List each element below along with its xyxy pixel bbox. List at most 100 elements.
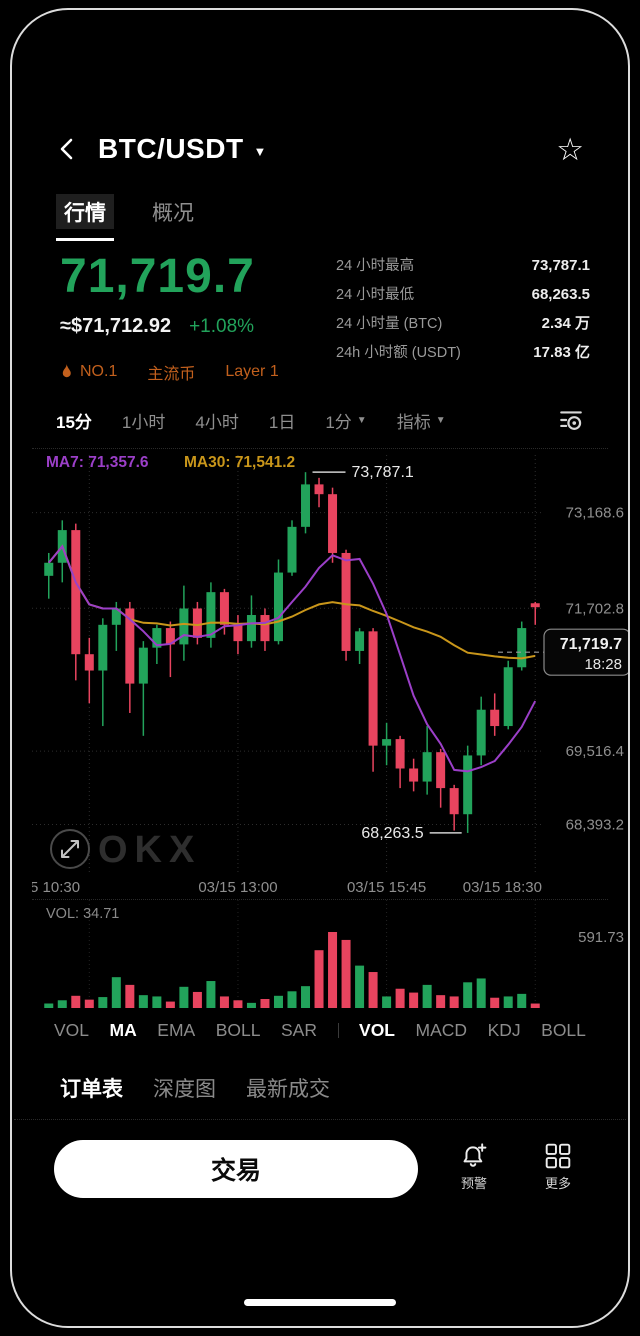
stat-label: 24 小时量 (BTC)	[336, 316, 443, 332]
stat-row-2: 24 小时量 (BTC) 2.34 万	[336, 312, 590, 333]
indicator-divider	[337, 1023, 339, 1039]
indicator-tab-ma[interactable]: MA	[109, 1020, 137, 1041]
stat-value: 17.83 亿	[533, 344, 590, 361]
change-percent: +1.08%	[189, 316, 255, 338]
stat-value: 68,263.5	[531, 286, 590, 303]
timeframe-1m-dropdown[interactable]: 1分 ▼	[325, 412, 367, 432]
chart-settings-icon	[560, 411, 582, 431]
candle	[71, 523, 81, 681]
back-button[interactable]	[56, 136, 82, 162]
market-tab-latest-trades[interactable]: 最新成交	[246, 1078, 330, 1102]
volume-bar	[273, 996, 283, 1009]
okx-watermark: OKX	[98, 829, 201, 871]
volume-bar	[409, 992, 419, 1009]
header: BTC/USDT ▼ ☆	[12, 126, 628, 172]
current-price-badge[interactable]: 71,719.7 18:28	[543, 628, 630, 677]
chevron-down-icon: ▼	[435, 414, 446, 426]
timeframe-indicators-dropdown[interactable]: 指标 ▼	[396, 412, 446, 432]
pair-dropdown-caret-icon[interactable]: ▼	[253, 143, 267, 159]
badges-row: NO.1 主流币 Layer 1	[60, 360, 279, 384]
candle	[436, 749, 446, 809]
favorite-star-icon[interactable]: ☆	[556, 131, 584, 167]
indicator-tab-vol-2[interactable]: VOL	[359, 1020, 395, 1041]
x-axis-label: 03/15 15:45	[347, 879, 426, 896]
candle	[260, 608, 270, 652]
chevron-left-icon	[60, 138, 73, 160]
more-action[interactable]: 更多	[530, 1140, 586, 1192]
high-annotation: 73,787.1	[352, 465, 414, 482]
chart-settings-button[interactable]	[558, 407, 584, 433]
volume-bar	[165, 1001, 175, 1009]
chevron-down-icon: ▼	[356, 414, 367, 426]
market-tab-order-book[interactable]: 订单表	[60, 1078, 123, 1102]
volume-bar	[517, 994, 527, 1009]
indicator-tab-boll-1[interactable]: BOLL	[215, 1020, 261, 1041]
indicator-tab-macd[interactable]: MACD	[415, 1020, 468, 1041]
price-block: 71,719.7 ≈$71,712.92 +1.08% NO.1 主流币 Layer…	[60, 251, 279, 384]
stat-label: 24 小时最高	[336, 258, 415, 274]
volume-bar	[301, 986, 311, 1009]
volume-bar	[422, 985, 432, 1009]
candle	[98, 618, 108, 727]
indicator-tab-vol-1[interactable]: VOL	[54, 1020, 90, 1041]
tab-overview[interactable]: 概况	[152, 202, 194, 225]
candle	[233, 615, 243, 655]
candle	[503, 661, 513, 730]
candle	[206, 582, 216, 649]
volume-bar	[71, 996, 81, 1009]
alert-action[interactable]: 预警	[446, 1140, 502, 1192]
current-price-label: 71,719.7	[560, 637, 622, 654]
candlestick-chart[interactable]: 73,168.6 71,702.8 69,516.4 68,393.2 OKX MA7: …	[32, 449, 630, 899]
candle	[138, 641, 148, 737]
volume-bar	[382, 996, 392, 1009]
indicator-tab-boll-2[interactable]: BOLL	[541, 1020, 586, 1041]
volume-bar	[314, 950, 324, 1009]
candle	[490, 693, 500, 737]
volume-bar	[530, 1003, 540, 1009]
rank-badge-label: NO.1	[80, 363, 118, 381]
expand-chart-icon[interactable]	[50, 829, 90, 870]
home-indicator[interactable]	[244, 1299, 396, 1306]
candle	[314, 478, 324, 508]
phone-screen: BTC/USDT ▼ ☆ 行情 概况 71,719.7 ≈$71,712.92 +…	[10, 8, 630, 1328]
grid-icon	[545, 1144, 571, 1169]
more-label: 更多	[544, 1176, 571, 1192]
volume-bar	[503, 996, 513, 1009]
fiat-row: ≈$71,712.92 +1.08%	[60, 315, 279, 338]
candle	[273, 559, 283, 645]
bell-plus-icon	[463, 1143, 487, 1168]
timeframe-1d[interactable]: 1日	[268, 412, 296, 432]
page-title: BTC/USDT	[98, 133, 244, 164]
candle	[301, 472, 311, 534]
candle	[409, 759, 419, 792]
volume-bar	[490, 998, 500, 1009]
tab-quotes[interactable]: 行情	[56, 194, 114, 241]
timeframe-15m[interactable]: 15分	[56, 412, 92, 432]
candle	[165, 621, 175, 678]
rank-badge[interactable]: NO.1	[60, 363, 117, 381]
stat-label: 24 小时最低	[336, 287, 415, 303]
chart-area: 73,168.6 71,702.8 69,516.4 68,393.2 OKX MA7: …	[32, 448, 628, 899]
candle	[368, 628, 378, 773]
market-tab-depth-chart[interactable]: 深度图	[153, 1078, 216, 1102]
volume-bar	[246, 1003, 256, 1009]
indicator-tab-kdj[interactable]: KDJ	[487, 1020, 521, 1041]
mainstream-badge[interactable]: 主流币	[147, 360, 195, 384]
bottom-bar: 交易 预警	[12, 1120, 628, 1199]
timeframe-4h[interactable]: 4小时	[195, 412, 239, 432]
volume-chart[interactable]: VOL: 34.71 591.73	[32, 900, 630, 1012]
stat-value: 73,787.1	[531, 257, 590, 274]
indicator-tab-ema[interactable]: EMA	[157, 1020, 196, 1041]
volume-bar	[219, 996, 229, 1009]
indicator-tab-sar[interactable]: SAR	[281, 1020, 317, 1041]
top-tab-bar: 行情 概况	[12, 194, 628, 241]
x-axis-label: 5 10:30	[32, 879, 80, 896]
volume-bar	[111, 977, 121, 1009]
volume-bar	[84, 1000, 94, 1009]
layer1-badge[interactable]: Layer 1	[225, 363, 278, 381]
volume-bar	[463, 982, 473, 1009]
volume-bar	[44, 1003, 54, 1009]
timeframe-1h[interactable]: 1小时	[121, 412, 166, 432]
low-annotation: 68,263.5	[361, 825, 423, 842]
trade-button[interactable]: 交易	[54, 1140, 418, 1199]
